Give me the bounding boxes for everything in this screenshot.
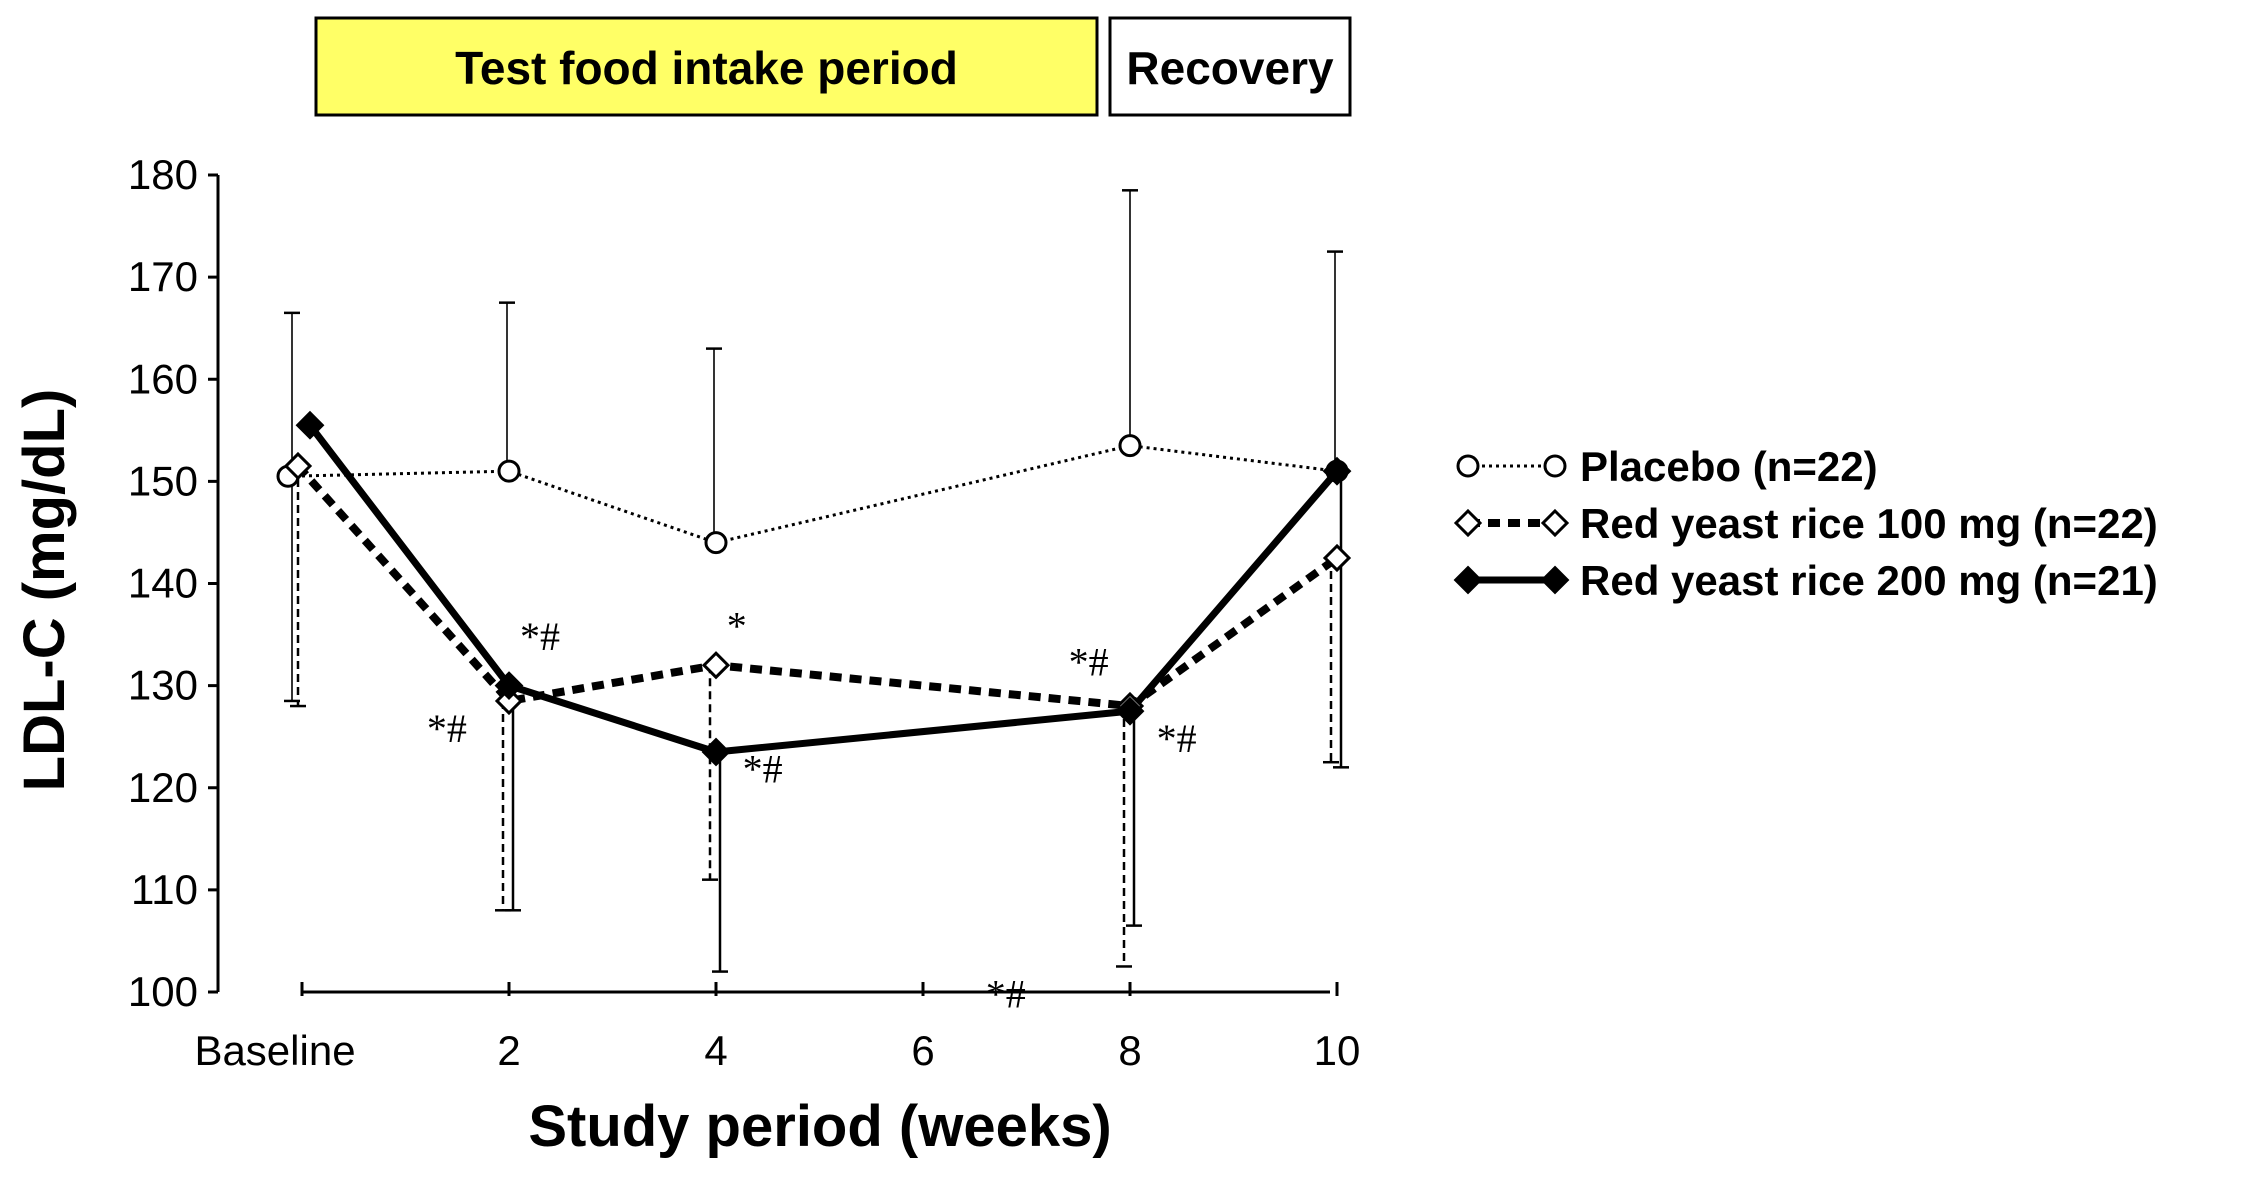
marker-placebo <box>1118 434 1142 458</box>
marker-ryr200 <box>1322 456 1352 486</box>
legend-item-ryr100: Red yeast rice 100 mg (n=22) <box>1453 500 2158 547</box>
y-tick-label: 130 <box>128 662 198 709</box>
marker-ryr100 <box>283 451 313 481</box>
annotation-mark: *# <box>743 747 783 792</box>
period-label-0: Test food intake period <box>455 42 958 94</box>
legend: Placebo (n=22) Red yeast rice 100 mg (n=… <box>1453 443 2158 604</box>
marker-ryr100 <box>494 686 524 716</box>
y-tick-label: 120 <box>128 764 198 811</box>
annotation-mark: *# <box>1069 639 1109 684</box>
legend-item-ryr200: Red yeast rice 200 mg (n=21) <box>1453 557 2158 604</box>
y-axis-ticks: 100 110 120 130 140 150 160 170 180 <box>128 151 218 1015</box>
legend-label-ryr100: Red yeast rice 100 mg (n=22) <box>1580 500 2158 547</box>
period-label-1: Recovery <box>1126 42 1334 94</box>
marker-ryr100 <box>701 651 731 680</box>
marker-ryr200 <box>494 671 524 701</box>
legend-marker-ryr100-left <box>1453 508 1483 538</box>
y-tick-label: 110 <box>131 866 198 913</box>
legend-marker-placebo-left <box>1456 454 1480 478</box>
marker-ryr100 <box>1322 543 1352 573</box>
y-tick-label: 150 <box>128 457 198 504</box>
annotation-mark: *# <box>427 706 467 751</box>
axes <box>216 175 1330 994</box>
marker-ryr200 <box>295 410 325 440</box>
series-line-1 <box>295 463 1340 711</box>
x-axis-ticks: Baseline 2 4 6 8 10 <box>194 982 1360 1074</box>
y-tick-label: 180 <box>128 151 198 198</box>
annotation-mark: * <box>727 604 747 649</box>
x-axis-title: Study period (weeks) <box>528 1094 1111 1159</box>
significance-annotations: *# *# * *# *# *# *# <box>427 604 1197 1017</box>
annotation-mark: *# <box>986 971 1026 1016</box>
marker-ryr200 <box>701 737 731 767</box>
error-bars <box>284 189 1349 973</box>
marker-placebo <box>704 531 728 555</box>
series-line-2 <box>307 423 1340 756</box>
period-band-0 <box>314 16 1099 117</box>
legend-marker-placebo-right <box>1543 454 1567 478</box>
x-tick-label: 6 <box>911 1027 934 1074</box>
y-tick-label: 100 <box>128 968 198 1015</box>
series-lines <box>287 423 1340 756</box>
y-axis-title: LDL-C (mg/dL) <box>12 389 77 792</box>
legend-marker-ryr200-left <box>1453 565 1483 595</box>
x-tick-label: 4 <box>704 1027 727 1074</box>
legend-item-placebo: Placebo (n=22) <box>1456 443 1878 490</box>
x-tick-label: Baseline <box>194 1027 355 1074</box>
x-tick-label: 2 <box>497 1027 520 1074</box>
legend-label-ryr200: Red yeast rice 200 mg (n=21) <box>1580 557 2158 604</box>
legend-marker-ryr200-right <box>1540 565 1570 595</box>
x-tick-label: 10 <box>1314 1027 1361 1074</box>
marker-ryr200 <box>1115 696 1145 726</box>
period-band-1 <box>1108 16 1352 117</box>
legend-label-placebo: Placebo (n=22) <box>1580 443 1878 490</box>
marker-placebo <box>497 459 521 483</box>
series-markers <box>276 410 1352 767</box>
y-tick-label: 160 <box>128 355 198 402</box>
period-bands: Test food intake period Recovery <box>314 16 1352 117</box>
x-tick-label: 8 <box>1118 1027 1141 1074</box>
series-line-0 <box>287 444 1338 545</box>
annotation-mark: *# <box>520 614 560 659</box>
annotation-mark: *# <box>1157 716 1197 761</box>
y-tick-label: 170 <box>128 253 198 300</box>
y-tick-label: 140 <box>128 560 198 607</box>
legend-marker-ryr100-right <box>1540 508 1570 538</box>
